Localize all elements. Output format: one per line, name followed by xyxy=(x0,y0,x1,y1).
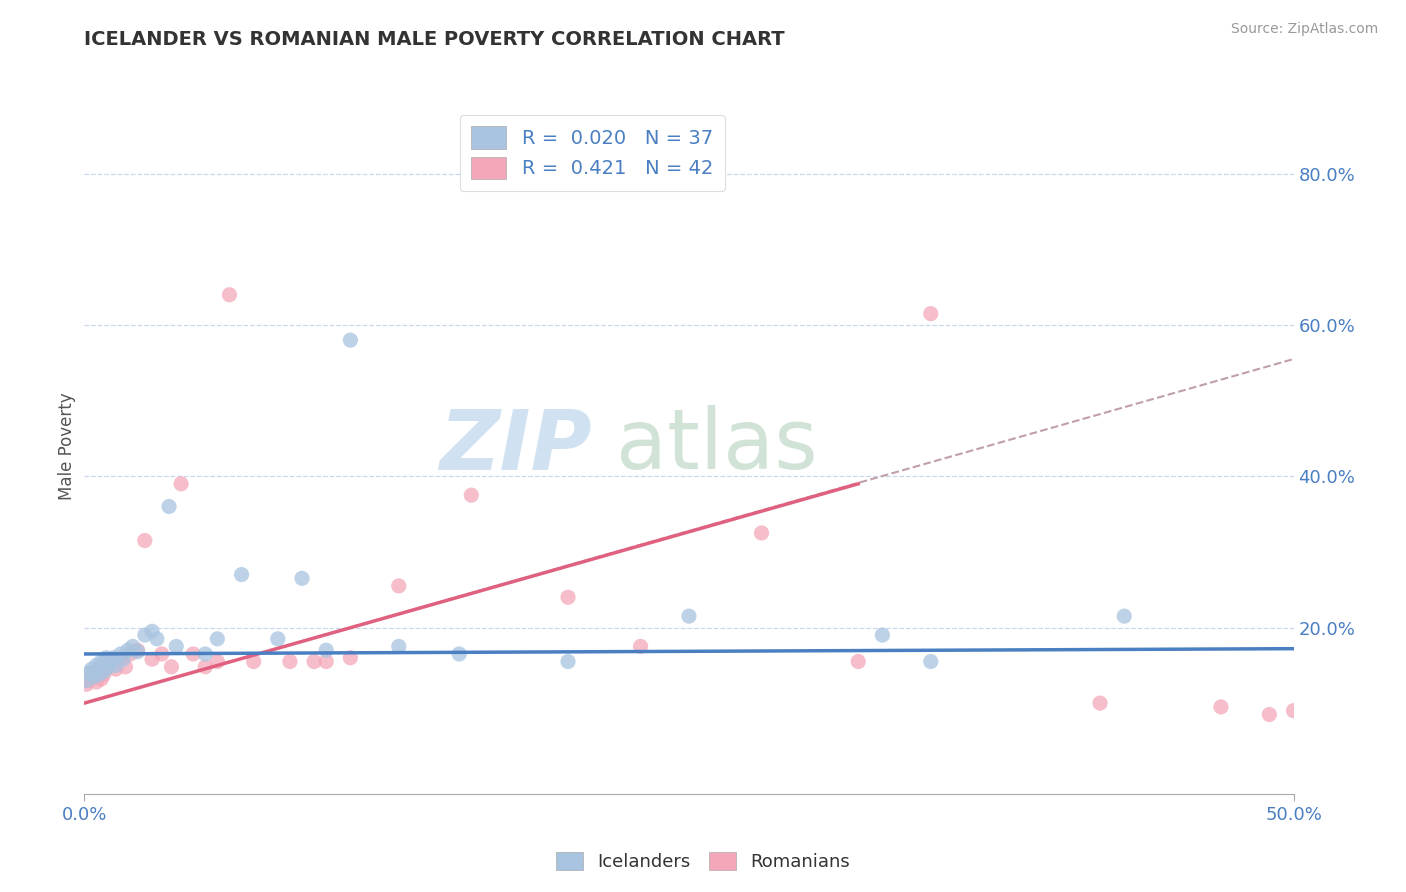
Point xyxy=(315,655,337,669)
Point xyxy=(557,655,579,669)
Point xyxy=(134,533,156,548)
Point xyxy=(86,675,108,690)
Point xyxy=(90,655,112,669)
Point xyxy=(1209,699,1232,714)
Point xyxy=(100,655,122,669)
Text: ICELANDER VS ROMANIAN MALE POVERTY CORRELATION CHART: ICELANDER VS ROMANIAN MALE POVERTY CORRE… xyxy=(84,30,785,49)
Point xyxy=(920,307,942,321)
Point xyxy=(231,567,253,582)
Point xyxy=(80,662,103,676)
Point xyxy=(194,660,217,674)
Point xyxy=(302,655,325,669)
Point xyxy=(121,640,143,654)
Point xyxy=(120,647,142,661)
Point xyxy=(557,591,579,605)
Point xyxy=(460,488,482,502)
Text: Source: ZipAtlas.com: Source: ZipAtlas.com xyxy=(1230,22,1378,37)
Point xyxy=(1114,609,1136,624)
Point xyxy=(141,652,163,666)
Point xyxy=(141,624,163,639)
Point xyxy=(170,476,193,491)
Text: atlas: atlas xyxy=(616,406,818,486)
Point xyxy=(103,650,125,665)
Point xyxy=(150,647,173,661)
Legend: Icelanders, Romanians: Icelanders, Romanians xyxy=(548,845,858,879)
Point xyxy=(104,658,127,673)
Point xyxy=(114,660,136,674)
Point xyxy=(751,526,773,541)
Point xyxy=(93,667,115,681)
Point xyxy=(678,609,700,624)
Point xyxy=(97,660,120,674)
Point xyxy=(242,655,264,669)
Legend: R =  0.020   N = 37, R =  0.421   N = 42: R = 0.020 N = 37, R = 0.421 N = 42 xyxy=(460,115,725,191)
Point xyxy=(1282,704,1305,718)
Point xyxy=(207,632,229,646)
Point xyxy=(110,650,132,665)
Point xyxy=(94,655,117,669)
Point xyxy=(872,628,894,642)
Point xyxy=(103,652,125,666)
Point xyxy=(181,647,204,661)
Point xyxy=(920,655,942,669)
Point xyxy=(104,662,127,676)
Point xyxy=(110,647,132,661)
Point xyxy=(127,643,149,657)
Point xyxy=(388,579,411,593)
Point xyxy=(160,660,183,674)
Point xyxy=(1088,696,1111,710)
Point xyxy=(134,628,156,642)
Point xyxy=(127,645,149,659)
Point xyxy=(267,632,290,646)
Point xyxy=(94,650,117,665)
Point xyxy=(278,655,301,669)
Point xyxy=(83,670,105,684)
Point xyxy=(846,655,869,669)
Point xyxy=(87,667,110,681)
Point xyxy=(90,672,112,686)
Point xyxy=(339,333,361,347)
Point xyxy=(112,652,135,666)
Point xyxy=(146,632,169,646)
Point xyxy=(93,665,115,679)
Point xyxy=(194,647,217,661)
Point xyxy=(80,665,103,680)
Point xyxy=(77,665,100,680)
Point xyxy=(76,673,98,688)
Point xyxy=(165,640,187,654)
Point xyxy=(339,650,361,665)
Point xyxy=(449,647,471,661)
Point xyxy=(157,500,180,514)
Y-axis label: Male Poverty: Male Poverty xyxy=(58,392,76,500)
Point xyxy=(87,662,110,676)
Point xyxy=(315,643,337,657)
Text: ZIP: ZIP xyxy=(440,406,592,486)
Point xyxy=(97,660,120,674)
Point xyxy=(218,287,240,301)
Point xyxy=(83,670,105,684)
Point xyxy=(76,677,98,691)
Point xyxy=(291,571,314,585)
Point xyxy=(630,640,652,654)
Point xyxy=(86,658,108,673)
Point xyxy=(388,640,411,654)
Point xyxy=(77,673,100,688)
Point xyxy=(117,643,139,657)
Point xyxy=(100,657,122,671)
Point xyxy=(207,655,229,669)
Point xyxy=(1258,707,1281,722)
